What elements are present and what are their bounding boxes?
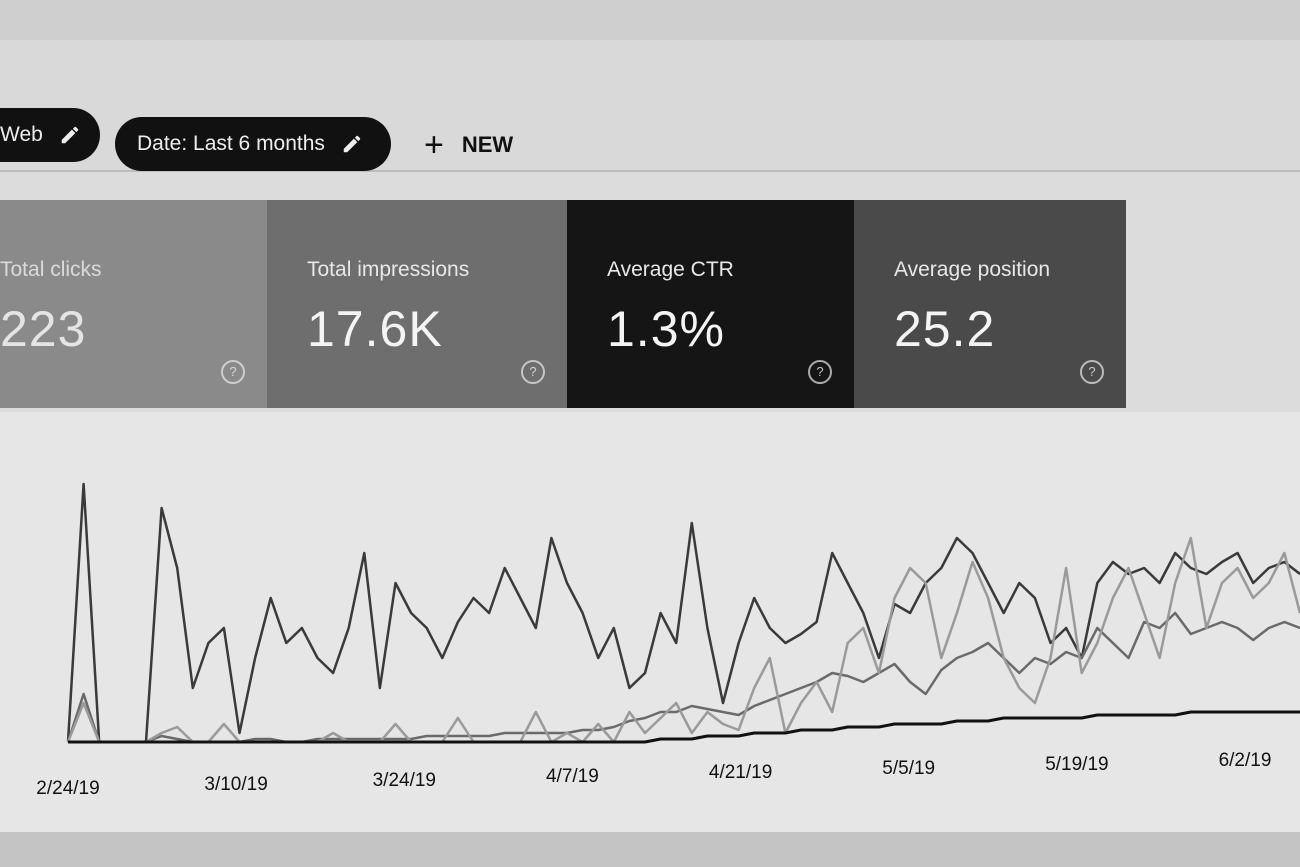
metric-value: 17.6K [307, 301, 443, 357]
metric-title: Average CTR [607, 258, 734, 281]
series-line-0 [66, 482, 1300, 744]
help-icon[interactable]: ? [1080, 360, 1104, 384]
plus-icon: + [424, 126, 444, 164]
metric-value: 25.2 [894, 301, 996, 357]
filter-bar: Web Date: Last 6 months + NEW [0, 40, 1300, 172]
series-line-2 [66, 536, 1300, 744]
series-line-3 [68, 710, 1300, 744]
x-tick-label: 3/24/19 [373, 770, 436, 791]
bottom-band [0, 832, 1300, 867]
performance-chart: 2/24/19 3/10/19 3/24/19 4/7/19 4/21/19 5/5/19… [0, 412, 1300, 832]
new-filter-button[interactable]: + NEW [424, 128, 513, 162]
metric-cards: Total clicks 223 ? Total impressions 17.… [0, 200, 1300, 412]
x-tick-label: 5/19/19 [1045, 754, 1108, 775]
top-band [0, 0, 1300, 40]
pencil-icon[interactable] [341, 133, 363, 155]
web-filter-chip[interactable]: Web [0, 108, 100, 162]
x-tick-label: 6/2/19 [1219, 750, 1272, 771]
x-tick-label: 2/24/19 [36, 778, 99, 799]
metric-title: Average position [894, 258, 1051, 281]
x-tick-label: 3/10/19 [204, 774, 267, 795]
line-chart: 2/24/19 3/10/19 3/24/19 4/7/19 4/21/19 5/5/19… [36, 482, 1300, 799]
metric-title: Total impressions [307, 258, 470, 281]
x-tick-label: 4/7/19 [546, 766, 599, 787]
pencil-icon[interactable] [59, 124, 81, 146]
date-filter-label: Date: Last 6 months [137, 132, 325, 155]
metric-value: 1.3% [607, 301, 725, 357]
x-tick-label: 4/21/19 [709, 762, 772, 783]
metric-value: 223 [0, 301, 87, 357]
new-filter-label: NEW [461, 132, 514, 157]
series-line-1 [66, 611, 1300, 744]
metric-card-total-clicks[interactable]: Total clicks 223 ? [0, 200, 267, 408]
help-icon[interactable]: ? [221, 360, 245, 384]
metric-card-average-position[interactable]: Average position 25.2 ? [854, 200, 1126, 408]
help-icon[interactable]: ? [808, 360, 832, 384]
date-filter-chip[interactable]: Date: Last 6 months [115, 117, 391, 171]
web-filter-label: Web [0, 123, 43, 146]
help-icon[interactable]: ? [521, 360, 545, 384]
metric-card-average-ctr[interactable]: Average CTR 1.3% ? [567, 200, 854, 408]
metric-title: Total clicks [0, 258, 102, 281]
metric-card-total-impressions[interactable]: Total impressions 17.6K ? [267, 200, 567, 408]
x-tick-label: 5/5/19 [882, 758, 935, 779]
